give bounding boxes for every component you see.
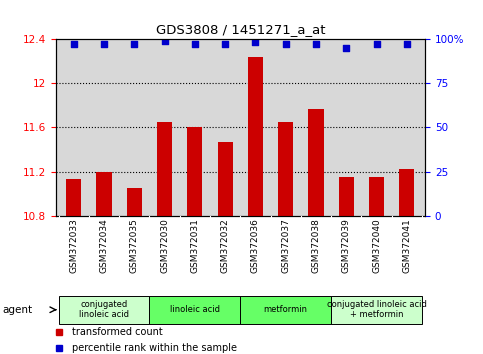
Bar xyxy=(97,172,112,216)
Point xyxy=(70,41,78,47)
Text: GSM372034: GSM372034 xyxy=(99,218,109,273)
Bar xyxy=(66,179,81,216)
Bar xyxy=(248,57,263,216)
Text: percentile rank within the sample: percentile rank within the sample xyxy=(72,343,237,353)
Text: GSM372030: GSM372030 xyxy=(160,218,169,273)
Point xyxy=(312,41,320,47)
Point xyxy=(191,41,199,47)
Point xyxy=(403,41,411,47)
Point xyxy=(252,40,259,45)
Bar xyxy=(217,142,233,216)
Text: GSM372041: GSM372041 xyxy=(402,218,412,273)
Bar xyxy=(187,127,202,216)
Text: GSM372039: GSM372039 xyxy=(342,218,351,273)
Text: GSM372033: GSM372033 xyxy=(69,218,78,273)
Bar xyxy=(241,296,331,324)
Bar xyxy=(127,188,142,216)
Text: transformed count: transformed count xyxy=(72,327,163,337)
Point xyxy=(130,41,138,47)
Text: GSM372038: GSM372038 xyxy=(312,218,321,273)
Point xyxy=(282,41,290,47)
Text: GSM372031: GSM372031 xyxy=(190,218,199,273)
Point xyxy=(221,41,229,47)
Bar xyxy=(278,122,293,216)
Bar xyxy=(149,296,241,324)
Text: GSM372036: GSM372036 xyxy=(251,218,260,273)
Point xyxy=(161,38,169,44)
Text: conjugated
linoleic acid: conjugated linoleic acid xyxy=(79,300,129,319)
Text: GSM372037: GSM372037 xyxy=(281,218,290,273)
Title: GDS3808 / 1451271_a_at: GDS3808 / 1451271_a_at xyxy=(156,23,325,36)
Text: GSM372032: GSM372032 xyxy=(221,218,229,273)
Bar xyxy=(369,177,384,216)
Text: conjugated linoleic acid
+ metformin: conjugated linoleic acid + metformin xyxy=(327,300,426,319)
Bar xyxy=(58,296,149,324)
Point xyxy=(342,45,350,51)
Point xyxy=(100,41,108,47)
Text: metformin: metformin xyxy=(264,305,308,314)
Text: GSM372035: GSM372035 xyxy=(130,218,139,273)
Bar xyxy=(157,122,172,216)
Text: linoleic acid: linoleic acid xyxy=(170,305,220,314)
Bar xyxy=(309,109,324,216)
Text: agent: agent xyxy=(2,305,32,315)
Bar xyxy=(399,170,414,216)
Text: GSM372040: GSM372040 xyxy=(372,218,381,273)
Bar xyxy=(331,296,422,324)
Point xyxy=(373,41,381,47)
Bar xyxy=(339,177,354,216)
